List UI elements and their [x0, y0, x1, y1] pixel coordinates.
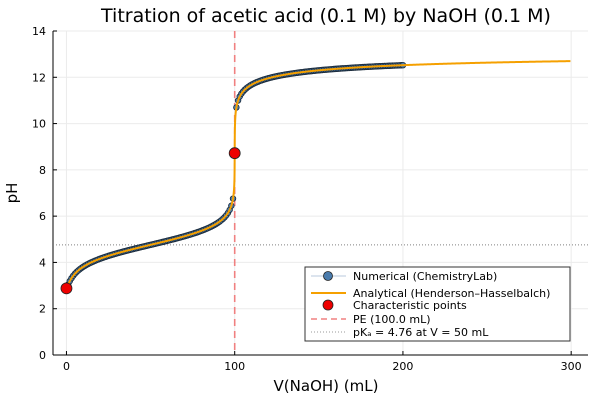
legend-item-pka: pKₐ = 4.76 at V = 50 mL — [311, 326, 489, 339]
svg-text:8: 8 — [39, 164, 46, 177]
axes — [52, 30, 588, 356]
svg-text:2: 2 — [39, 303, 46, 316]
svg-text:14: 14 — [32, 25, 46, 38]
svg-text:Analytical (Henderson–Hasselba: Analytical (Henderson–Hasselbalch) — [353, 287, 550, 300]
chart-title: Titration of acetic acid (0.1 M) by NaOH… — [100, 5, 551, 27]
legend-item-analytical: Analytical (Henderson–Hasselbalch) — [311, 287, 550, 300]
y-axis-label: pH — [3, 183, 21, 204]
characteristic-points — [60, 147, 241, 295]
legend-item-numerical: Numerical (ChemistryLab) — [311, 270, 497, 283]
svg-text:6: 6 — [39, 210, 46, 223]
tick-labels: 0 100 200 300 0 2 4 6 8 10 12 14 — [32, 25, 582, 373]
legend-item-pe: PE (100.0 mL) — [311, 313, 431, 326]
blue-marker-icon — [323, 271, 333, 281]
legend-item-characteristic: Characteristic points — [322, 299, 467, 312]
svg-text:10: 10 — [32, 118, 46, 131]
svg-text:Numerical (ChemistryLab): Numerical (ChemistryLab) — [353, 270, 497, 283]
svg-text:pKₐ = 4.76 at V = 50 mL: pKₐ = 4.76 at V = 50 mL — [353, 326, 489, 339]
svg-text:0: 0 — [39, 349, 46, 362]
svg-text:12: 12 — [32, 71, 46, 84]
svg-text:100: 100 — [224, 360, 245, 373]
svg-text:PE (100.0 mL): PE (100.0 mL) — [353, 313, 431, 326]
svg-text:200: 200 — [392, 360, 413, 373]
red-marker-icon — [322, 299, 334, 311]
analytical-series — [65, 60, 571, 289]
svg-text:4: 4 — [39, 256, 46, 269]
svg-text:300: 300 — [561, 360, 582, 373]
legend-box — [304, 266, 571, 342]
x-axis-label: V(NaOH) (mL) — [274, 377, 379, 395]
svg-text:0: 0 — [63, 360, 70, 373]
legend: Numerical (ChemistryLab) Analytical (Hen… — [304, 266, 571, 342]
svg-text:Characteristic points: Characteristic points — [353, 299, 467, 312]
